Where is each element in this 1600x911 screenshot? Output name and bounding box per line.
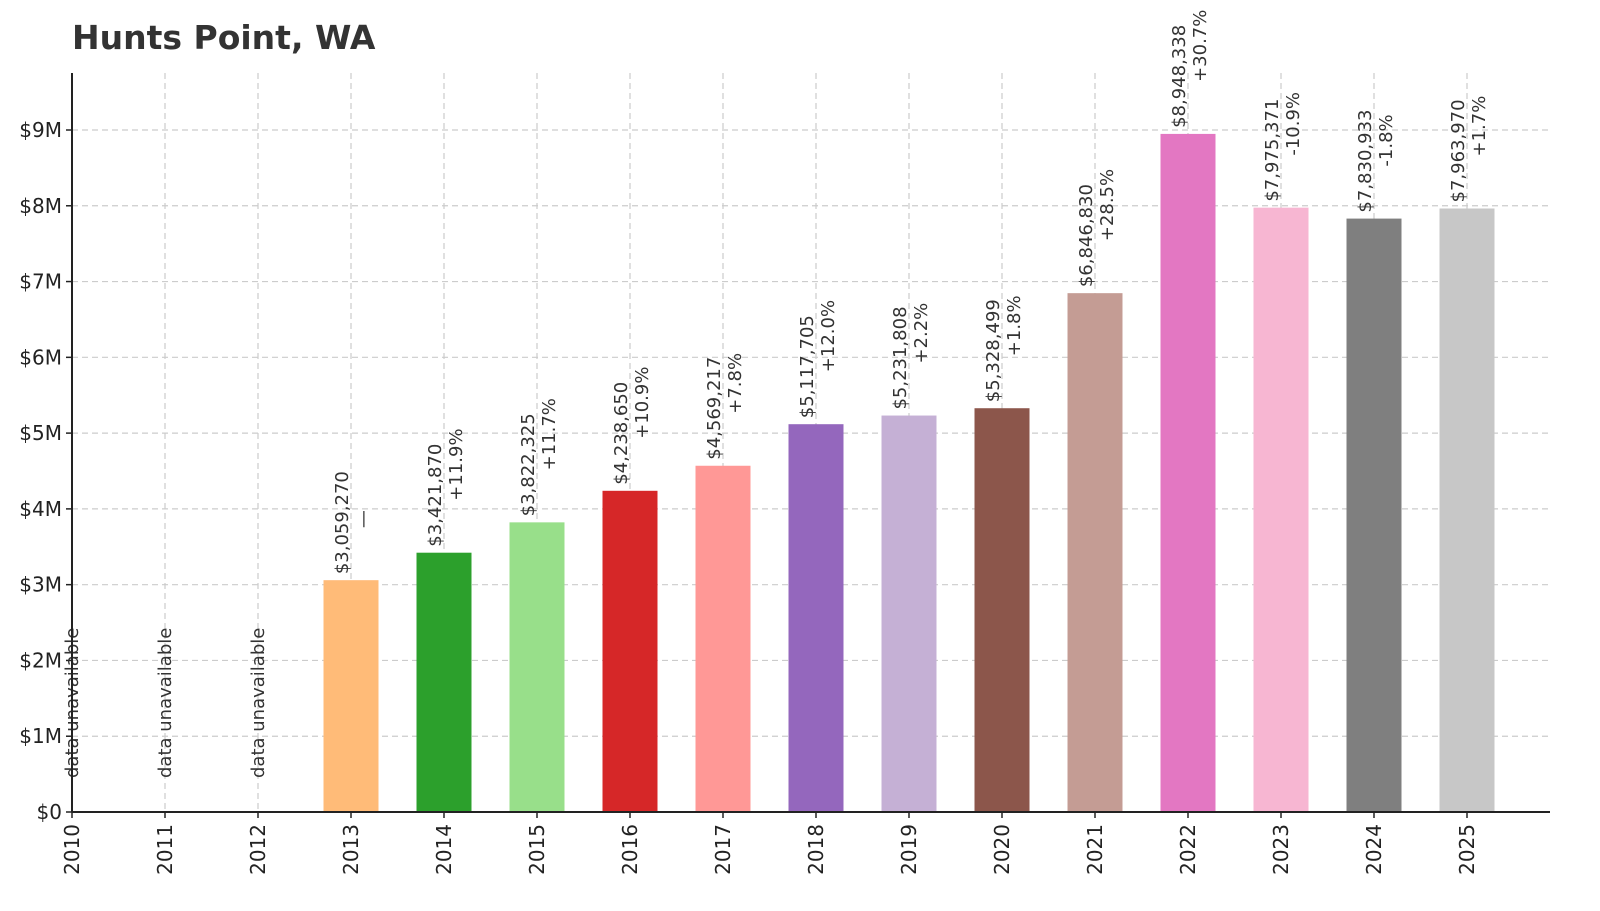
y-tick-label: $8M	[19, 194, 62, 218]
value-label-2013: $3,059,270	[332, 471, 353, 574]
change-label-2015: +11.7%	[539, 398, 560, 470]
x-tick-label-2013: 2013	[339, 824, 363, 875]
unavailable-label-2012: data unavailable	[248, 628, 269, 778]
y-tick-label: $4M	[19, 497, 62, 521]
change-label-2019: +2.2%	[911, 303, 932, 364]
y-tick-label: $5M	[19, 421, 62, 445]
change-label-2021: +28.5%	[1097, 169, 1118, 241]
value-label-2023: $7,975,371	[1262, 99, 1283, 202]
x-tick-label-2019: 2019	[897, 824, 921, 875]
value-label-2014: $3,421,870	[425, 444, 446, 547]
bar-2021	[1067, 293, 1123, 812]
bar-2022	[1160, 133, 1216, 813]
value-label-2018: $5,117,705	[797, 315, 818, 418]
value-label-2025: $7,963,970	[1448, 99, 1469, 202]
x-tick-label-2021: 2021	[1083, 824, 1107, 875]
y-tick-label: $6M	[19, 345, 62, 369]
x-tick-label-2010: 2010	[60, 824, 84, 875]
y-tick-label: $3M	[19, 573, 62, 597]
bar-2023	[1253, 207, 1309, 812]
change-label-2022: +30.7%	[1190, 10, 1211, 82]
x-tick-label-2020: 2020	[990, 824, 1014, 875]
change-label-2020: +1.8%	[1004, 295, 1025, 356]
change-label-2013: —	[353, 510, 374, 528]
bar-2025	[1439, 208, 1495, 812]
value-label-2021: $6,846,830	[1076, 184, 1097, 287]
y-tick-label: $7M	[19, 270, 62, 294]
change-label-2023: -10.9%	[1283, 92, 1304, 156]
value-label-2020: $5,328,499	[983, 299, 1004, 402]
change-label-2024: -1.8%	[1376, 114, 1397, 166]
x-tick-label-2025: 2025	[1455, 824, 1479, 875]
x-tick-label-2024: 2024	[1362, 824, 1386, 875]
y-tick-label: $9M	[19, 118, 62, 142]
y-tick-label: $0	[37, 800, 62, 824]
bar-2019	[881, 415, 937, 812]
bar-2017	[695, 465, 751, 812]
value-label-2019: $5,231,808	[890, 306, 911, 409]
x-tick-label-2022: 2022	[1176, 824, 1200, 875]
change-label-2016: +10.9%	[632, 367, 653, 439]
bar-2018	[788, 424, 844, 812]
x-tick-label-2018: 2018	[804, 824, 828, 875]
value-label-2024: $7,830,933	[1355, 110, 1376, 213]
change-label-2018: +12.0%	[818, 300, 839, 372]
x-tick-label-2017: 2017	[711, 824, 735, 875]
change-label-2017: +7.8%	[725, 353, 746, 414]
x-tick-label-2014: 2014	[432, 824, 456, 875]
value-label-2022: $8,948,338	[1169, 25, 1190, 128]
y-tick-label: $1M	[19, 724, 62, 748]
value-label-2016: $4,238,650	[611, 382, 632, 485]
change-label-2025: +1.7%	[1469, 96, 1490, 157]
bar-2024	[1346, 218, 1402, 812]
x-tick-label-2011: 2011	[153, 824, 177, 875]
x-tick-label-2023: 2023	[1269, 824, 1293, 875]
x-tick-label-2015: 2015	[525, 824, 549, 875]
bar-2013	[323, 580, 379, 812]
bar-2016	[602, 490, 658, 812]
y-tick-label: $2M	[19, 648, 62, 672]
value-label-2015: $3,822,325	[518, 413, 539, 516]
unavailable-label-2011: data unavailable	[155, 628, 176, 778]
value-label-2017: $4,569,217	[704, 357, 725, 460]
chart-title: Hunts Point, WA	[72, 18, 376, 57]
bar-2020	[974, 408, 1030, 812]
bar-2014	[416, 552, 472, 812]
x-tick-label-2016: 2016	[618, 824, 642, 875]
bar-2015	[509, 522, 565, 812]
x-tick-label-2012: 2012	[246, 824, 270, 875]
change-label-2014: +11.9%	[446, 428, 467, 500]
